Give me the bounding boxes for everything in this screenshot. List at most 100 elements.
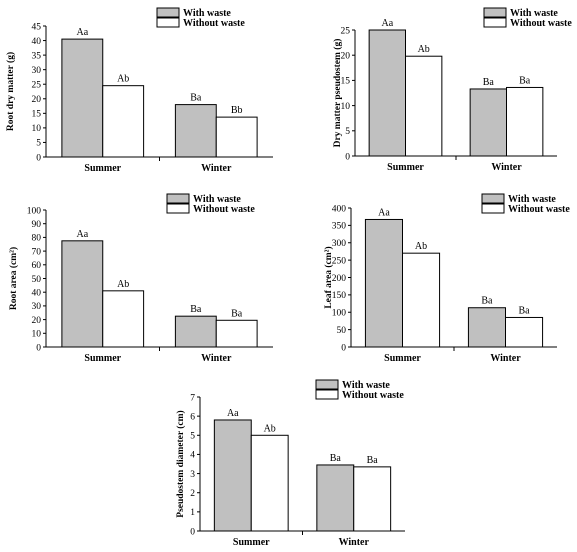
bar-significance-label: Aa — [378, 207, 390, 218]
legend-swatch — [481, 193, 505, 204]
y-tick-label: 0 — [190, 527, 195, 537]
bar-with-waste-summer — [368, 29, 407, 157]
legend-label: With waste — [510, 8, 558, 19]
bar-significance-label: Aa — [227, 408, 239, 419]
chart-panel-5: 0 1 2 3 4 5 6 7 Pseudostem diameter (cm) Summer Aa… — [175, 379, 405, 548]
bar-significance-label: Ab — [117, 279, 129, 290]
y-tick-label: 30 — [32, 302, 42, 312]
bar-significance-label: Ab — [117, 74, 129, 85]
bar-with-waste-winter — [316, 464, 355, 532]
y-axis-title: Leaf area (cm²) — [323, 246, 334, 308]
bar-significance-label: Ab — [264, 423, 276, 434]
y-tick-label: 25 — [32, 81, 42, 91]
bar-without-waste-winter — [505, 316, 544, 348]
legend-label: Without waste — [183, 18, 245, 29]
bar-with-waste-summer — [364, 218, 404, 348]
x-category-label: Winter — [201, 353, 232, 364]
chart-panel-1: 0 5 10 15 20 25 30 35 40 45 Root dry matter (g) Sum… — [5, 7, 273, 174]
y-tick-label: 2 — [190, 489, 195, 499]
y-tick-label: 40 — [32, 289, 42, 299]
y-tick-label: 50 — [32, 275, 42, 285]
chart-panel-3: 0 10 20 30 40 50 60 70 80 90 100 Root area (cm²) Sum… — [8, 193, 273, 364]
legend-swatch — [481, 203, 505, 214]
y-tick-label: 0 — [36, 153, 41, 163]
bar-significance-label: Ba — [519, 75, 531, 86]
bar-without-waste-summer — [402, 252, 441, 348]
y-tick-label: 20 — [32, 95, 42, 105]
x-category-label: Summer — [84, 353, 121, 364]
bar-significance-label: Ba — [367, 455, 379, 466]
bar-with-waste-summer — [213, 419, 252, 532]
y-tick-label: 20 — [341, 52, 351, 62]
y-tick-label: 10 — [341, 102, 351, 112]
bar-without-waste-summer — [405, 55, 443, 157]
y-tick-label: 10 — [32, 124, 42, 134]
y-tick-label: 100 — [332, 309, 347, 319]
y-axis-title: Root dry matter (g) — [5, 52, 16, 131]
bar-with-waste-winter — [174, 104, 217, 158]
y-tick-label: 90 — [32, 220, 42, 230]
bar-without-waste-summer — [250, 434, 289, 532]
y-tick-label: 150 — [332, 291, 347, 301]
bar-with-waste-winter — [467, 307, 507, 348]
bar-with-waste-winter — [469, 88, 508, 157]
x-category-label: Winter — [491, 162, 522, 173]
y-tick-label: 80 — [32, 234, 42, 244]
legend-label: With waste — [193, 194, 241, 205]
chart-panel-4: 0 50 100 150 200 250 300 350 400 Leaf area (cm²) S… — [323, 193, 570, 364]
bar-significance-label: Ba — [483, 77, 495, 88]
y-tick-label: 45 — [32, 22, 42, 32]
bar-with-waste-summer — [61, 240, 104, 348]
y-tick-label: 0 — [345, 152, 350, 162]
x-category-label: Summer — [384, 353, 421, 364]
y-tick-label: 5 — [190, 432, 195, 442]
x-category-label: Winter — [490, 353, 521, 364]
y-tick-label: 300 — [332, 239, 347, 249]
y-tick-label: 40 — [32, 37, 42, 47]
legend-swatch — [166, 203, 190, 214]
legend-swatch — [156, 17, 180, 28]
bar-without-waste-summer — [102, 85, 145, 158]
bar-significance-label: Aa — [76, 27, 88, 38]
bar-without-waste-winter — [506, 86, 544, 157]
y-tick-label: 70 — [32, 247, 42, 257]
y-tick-label: 200 — [332, 274, 347, 284]
bar-significance-label: Aa — [76, 229, 88, 240]
y-tick-label: 4 — [190, 451, 195, 461]
y-tick-label: 60 — [32, 261, 42, 271]
legend-label: Without waste — [193, 204, 255, 215]
legend-swatch — [483, 7, 507, 18]
x-category-label: Summer — [387, 162, 424, 173]
legend-label: With waste — [508, 194, 556, 205]
y-axis-title: Root area (cm²) — [8, 247, 19, 310]
y-tick-label: 35 — [32, 51, 42, 61]
bar-with-waste-winter — [174, 315, 217, 348]
legend-swatch — [315, 389, 339, 400]
bar-without-waste-winter — [353, 466, 392, 532]
y-tick-label: 5 — [36, 139, 41, 149]
legend-label: With waste — [342, 380, 390, 391]
bar-significance-label: Ab — [415, 241, 427, 252]
legend-swatch — [166, 193, 190, 204]
bar-significance-label: Ba — [190, 93, 202, 104]
y-tick-label: 15 — [32, 110, 42, 120]
y-tick-label: 100 — [27, 206, 42, 216]
bar-significance-label: Bb — [231, 105, 243, 116]
bar-significance-label: Ba — [231, 308, 243, 319]
bar-with-waste-summer — [61, 38, 104, 158]
bar-significance-label: Ba — [518, 305, 530, 316]
bar-without-waste-summer — [102, 290, 145, 348]
legend-swatch — [315, 379, 339, 390]
y-tick-label: 3 — [190, 470, 195, 480]
chart-panel-2: 0 5 10 15 20 25 Dry matter pseudostem (g) Summe… — [332, 7, 572, 173]
y-tick-label: 50 — [337, 326, 347, 336]
legend-label: Without waste — [342, 390, 404, 401]
y-tick-label: 6 — [190, 412, 195, 422]
legend-label: With waste — [183, 8, 231, 19]
legend-swatch — [483, 17, 507, 28]
legend-label: Without waste — [510, 18, 572, 29]
y-tick-label: 0 — [341, 343, 346, 353]
y-tick-label: 7 — [190, 393, 195, 403]
